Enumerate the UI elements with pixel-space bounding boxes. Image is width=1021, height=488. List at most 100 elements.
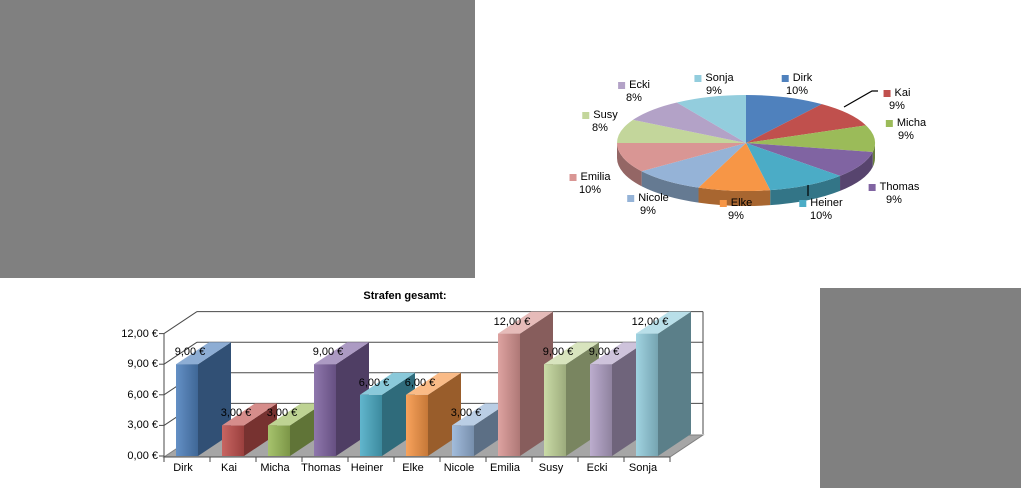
pie-label-percent: 9% (889, 100, 905, 112)
wall-connector (163, 341, 198, 365)
y-axis-label: 0,00 € (127, 450, 158, 462)
pie-slice-Sonja[interactable] (676, 95, 746, 143)
pie-slice-Micha[interactable] (746, 125, 875, 152)
redaction-box-top-left (0, 0, 475, 278)
bar-top-Sonja[interactable] (636, 311, 691, 334)
pie-slice-Ecki[interactable] (632, 102, 746, 143)
pie-label-name: Ecki (629, 79, 650, 91)
bar-Nicole[interactable] (452, 425, 474, 456)
data-label-emilia: 12,00 € (493, 315, 531, 328)
pie-label-name: Sonja (705, 72, 734, 84)
pie-label-name: Micha (896, 117, 927, 129)
pie-label-percent: 9% (640, 205, 656, 217)
bar-chart-title: Strafen gesamt: (363, 290, 447, 302)
data-label-thomas: 9,00 € (312, 346, 344, 359)
bar-top-Thomas[interactable] (314, 342, 369, 365)
pie-slice-Kai[interactable] (746, 104, 866, 143)
pie-slice-Thomas[interactable] (746, 143, 873, 176)
pie-label-name: Emilia (580, 171, 611, 183)
legend-swatch-dirk (781, 75, 789, 82)
bar-side-Sonja[interactable] (658, 311, 691, 456)
pie-label-percent: 9% (728, 210, 744, 222)
data-label-susy: 9,00 € (542, 346, 574, 359)
bar-top-Elke[interactable] (406, 372, 461, 395)
pie-label-nicole: Nicole 9% (627, 192, 669, 218)
pie-slice-side-Micha[interactable] (872, 143, 875, 167)
category-label-sonja: Sonja (628, 462, 658, 474)
pie-label-thomas: Thomas 9% (868, 181, 920, 207)
bar-top-Nicole[interactable] (452, 403, 507, 426)
category-label-heiner: Heiner (350, 462, 384, 474)
bar-Thomas[interactable] (314, 364, 336, 456)
category-label-emilia: Emilia (490, 462, 520, 474)
y-axis-label: 6,00 € (127, 388, 158, 401)
bar-Susy[interactable] (544, 364, 566, 456)
bar-Ecki[interactable] (590, 364, 612, 456)
pie-label-ecki: Ecki 8% (618, 79, 650, 105)
y-axis-label: 9,00 € (127, 358, 158, 371)
data-label-heiner: 6,00 € (358, 376, 390, 389)
pie-label-name-row: Thomas (868, 181, 920, 194)
pie-slice-Dirk[interactable] (746, 95, 822, 143)
data-label-kai: 3,00 € (220, 407, 252, 420)
bar-Micha[interactable] (268, 425, 290, 456)
data-label-sonja: 12,00 € (631, 315, 669, 328)
bar-Kai[interactable] (222, 425, 244, 456)
bar-top-Micha[interactable] (268, 403, 323, 426)
legend-swatch-susy (582, 112, 590, 119)
bar-Dirk[interactable] (176, 364, 198, 456)
bar-Elke[interactable] (406, 394, 428, 456)
pie-slice-side-Nicole[interactable] (641, 171, 699, 203)
bar-Sonja[interactable] (636, 333, 658, 456)
legend-swatch-heiner (799, 200, 807, 207)
pie-label-name: Thomas (879, 181, 920, 193)
bar-top-Ecki[interactable] (590, 342, 645, 365)
pie-label-susy: Susy 8% (582, 109, 618, 135)
category-label-dirk: Dirk (173, 462, 193, 474)
pie-label-sonja: Sonja 9% (694, 72, 734, 98)
bar-Emilia[interactable] (498, 333, 520, 456)
leader-line-kai (843, 90, 878, 108)
pie-label-name: Heiner (810, 197, 843, 209)
pie-label-heiner: Heiner 10% (799, 197, 843, 223)
pie-label-percent: 9% (886, 194, 902, 206)
redaction-box-bottom-right (820, 288, 1021, 488)
pie-label-elke: Elke 9% (719, 197, 752, 223)
bar-top-Kai[interactable] (222, 403, 277, 426)
pie-label-dirk: Dirk 10% (781, 72, 813, 98)
pie-slice-Susy[interactable] (617, 119, 746, 143)
pie-label-name-row: Nicole (627, 192, 669, 205)
pie-slice-side-Emilia[interactable] (617, 143, 642, 187)
bar-top-Susy[interactable] (544, 342, 599, 365)
legend-swatch-elke (719, 200, 727, 207)
pie-label-name-row: Ecki (618, 79, 650, 92)
pie-label-name-row: Susy (582, 109, 618, 122)
pie-label-name-row: Micha (885, 117, 927, 130)
pie-label-name: Dirk (792, 72, 813, 84)
bar-Heiner[interactable] (360, 394, 382, 456)
bar-top-Heiner[interactable] (360, 372, 415, 395)
category-label-nicole: Nicole (443, 462, 475, 474)
data-label-elke: 6,00 € (404, 376, 436, 389)
pie-label-percent: 9% (706, 85, 722, 97)
pie-slice-side-Thomas[interactable] (840, 151, 873, 191)
pie-label-percent: 8% (592, 122, 608, 134)
pie-label-name-row: Kai (883, 87, 910, 100)
pie-slice-Elke[interactable] (698, 143, 771, 192)
legend-swatch-ecki (618, 82, 626, 89)
category-label-micha: Micha (260, 462, 290, 474)
pie-slice-side-Elke[interactable] (698, 187, 771, 206)
legend-swatch-micha (885, 120, 893, 127)
bar-top-Emilia[interactable] (498, 311, 553, 334)
pie-label-name-row: Elke (719, 197, 752, 210)
pie-slice-Nicole[interactable] (641, 143, 746, 188)
bar-side-Kai[interactable] (244, 403, 277, 456)
pie-slice-Emilia[interactable] (617, 143, 746, 172)
pie-label-name-row: Emilia (569, 171, 611, 184)
pie-label-percent: 10% (785, 85, 809, 97)
pie-slice-side-Heiner[interactable] (770, 175, 841, 206)
y-axis-label: 12,00 € (121, 327, 158, 340)
bar-top-Dirk[interactable] (176, 342, 231, 365)
pie-slice-Heiner[interactable] (746, 143, 841, 191)
